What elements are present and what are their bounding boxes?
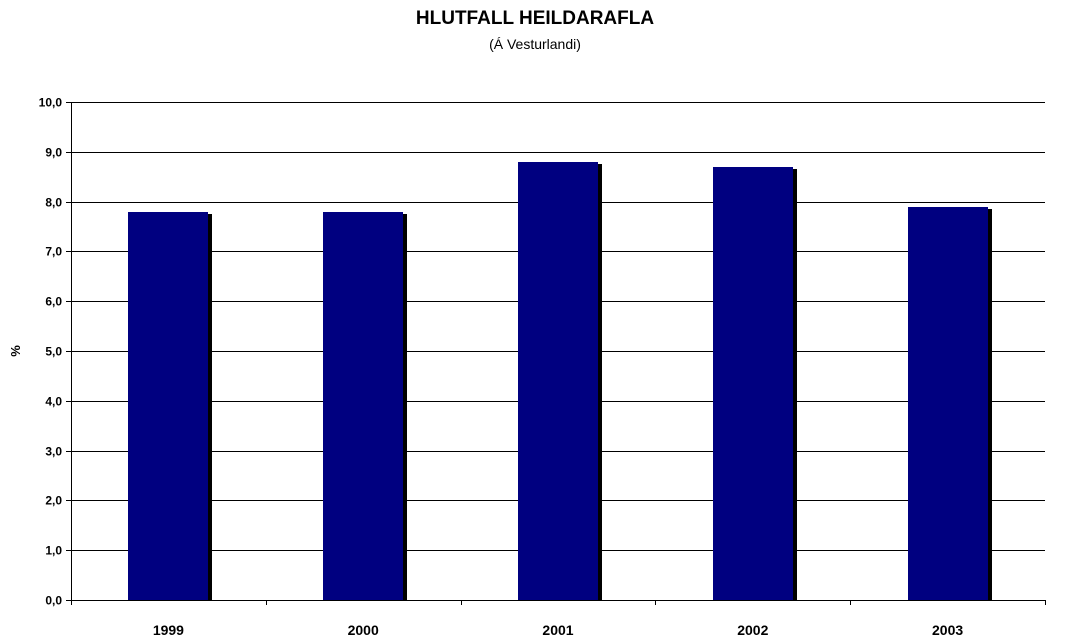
y-tick-label: 0,0 [45,594,62,608]
x-tick-label: 2003 [932,622,963,638]
y-tick-label: 10,0 [39,96,63,110]
y-tick-label: 3,0 [45,445,62,459]
bar [323,212,403,600]
chart-title: HLUTFALL HEILDARAFLA [415,8,655,29]
bars [128,162,992,600]
y-tick-label: 1,0 [45,544,62,558]
y-tick-label: 7,0 [45,245,62,259]
bar [713,167,793,600]
x-tick-label: 2001 [542,622,573,638]
x-tick-label: 2002 [737,622,768,638]
y-tick-label: 2,0 [45,494,62,508]
bar [128,212,208,600]
y-tick-label: 4,0 [45,395,62,409]
axes: 0,0 1,0 2,0 3,0 4,0 5,0 6,0 7,0 8,0 9,0 10,0 1999 20… [39,96,1046,638]
y-tick-label: 6,0 [45,295,62,309]
y-tick-label: 8,0 [45,196,62,210]
bar [518,162,598,600]
y-tick-label: 9,0 [45,146,62,160]
bar [908,207,988,600]
x-tick-label: 2000 [348,622,379,638]
chart-subtitle: (Á Vesturlandi) [489,36,581,52]
y-tick-label: 5,0 [45,345,62,359]
y-axis-label: % [8,345,23,357]
x-tick-label: 1999 [153,622,184,638]
